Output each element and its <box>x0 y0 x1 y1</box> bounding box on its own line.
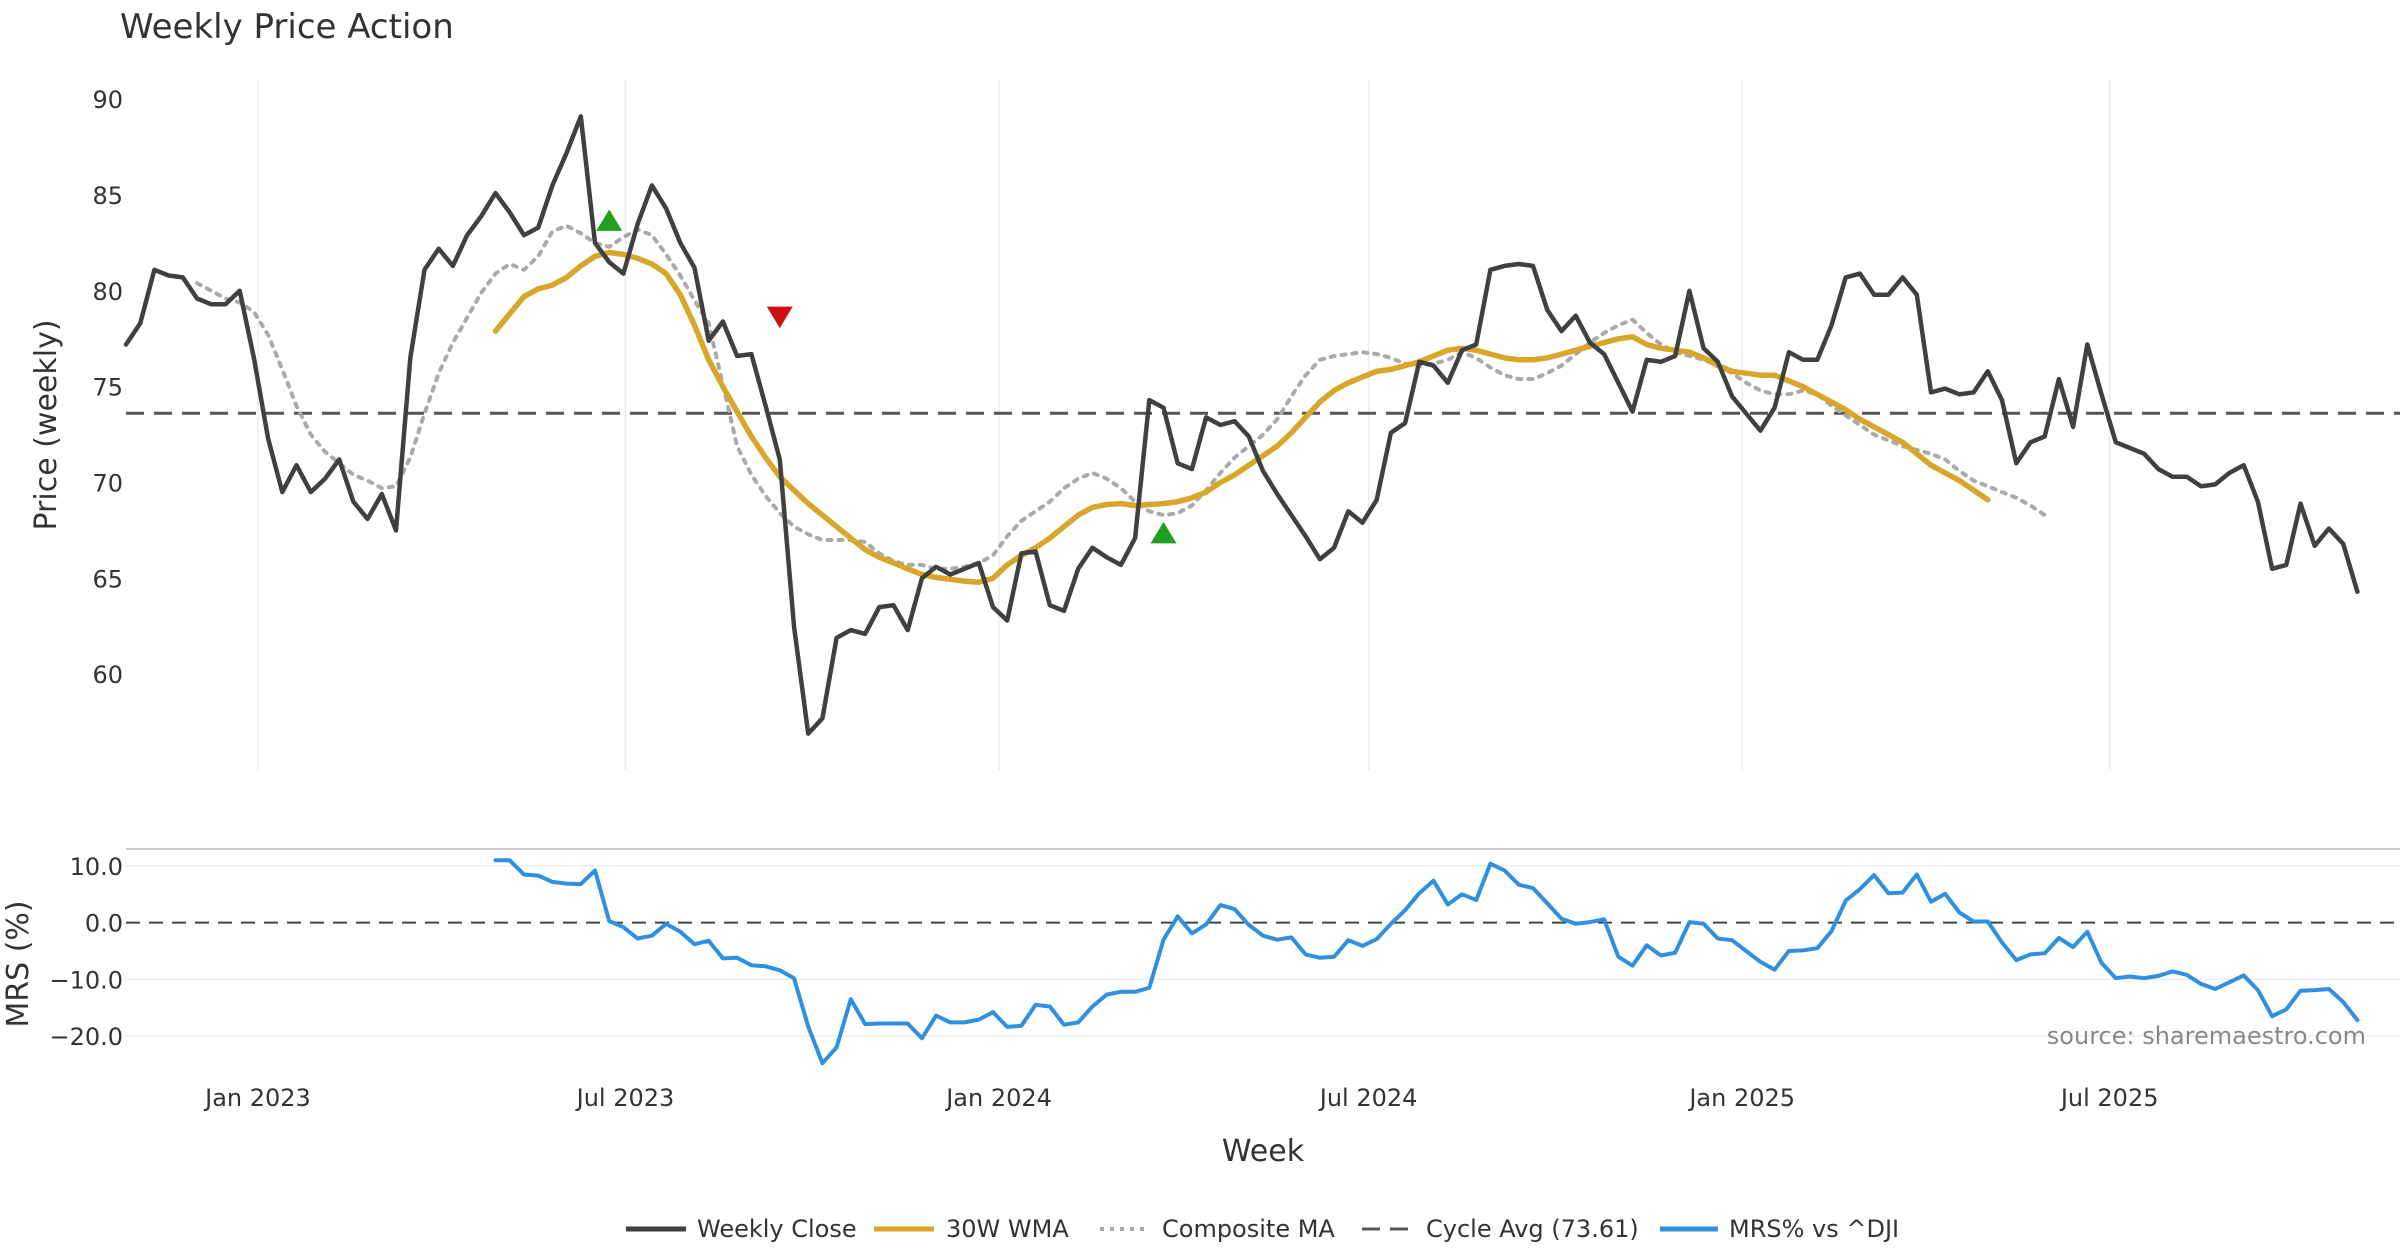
legend-label-cycle-avg: Cycle Avg (73.61) <box>1426 1215 1639 1243</box>
x-tick-label: Jul 2024 <box>1318 1084 1418 1112</box>
buy-signal-marker <box>596 209 623 231</box>
price-y-tick-label: 90 <box>92 86 123 114</box>
legend-label-mrs: MRS% vs ^DJI <box>1729 1215 1899 1243</box>
mrs-y-axis-label: MRS (%) <box>1 900 36 1027</box>
sell-signal-marker <box>766 306 793 329</box>
legend-label-weekly-close: Weekly Close <box>697 1215 857 1243</box>
signal-markers <box>596 209 1177 544</box>
mrs-y-tick-label: 0.0 <box>85 910 123 938</box>
mrs-y-tick-label: −10.0 <box>49 966 123 994</box>
price-y-tick-label: 85 <box>92 182 123 210</box>
legend-label-composite-ma: Composite MA <box>1162 1215 1335 1243</box>
x-tick-label: Jan 2025 <box>1687 1084 1795 1112</box>
legend: Weekly Close 30W WMA Composite MA Cycle … <box>626 1215 1899 1243</box>
mrs-y-tick-label: 10.0 <box>70 853 123 881</box>
x-ticks: Jan 2023 Jul 2023 Jan 2024 Jul 2024 Jan 2025… <box>203 1084 2158 1112</box>
wma-30w-line <box>492 249 1991 585</box>
mrs-y-tick-label: −20.0 <box>49 1023 123 1051</box>
legend-label-30w-wma: 30W WMA <box>946 1215 1069 1243</box>
price-y-tick-label: 60 <box>92 661 123 689</box>
composite-ma-line <box>195 223 2047 571</box>
price-y-tick-label: 70 <box>92 470 123 498</box>
source-note: source: sharemaestro.com <box>2047 1022 2366 1050</box>
mrs-y-ticks: 10.0 0.0 −10.0 −20.0 <box>49 853 123 1051</box>
price-panel: 60 65 70 75 80 85 90 Price (weekly) <box>29 80 2400 770</box>
mrs-line <box>493 858 2360 1066</box>
mrs-grid <box>126 865 2400 1037</box>
weekly-close-line <box>123 114 2360 736</box>
x-tick-label: Jan 2023 <box>203 1084 311 1112</box>
x-axis-label: Week <box>1222 1134 1305 1169</box>
x-tick-label: Jul 2025 <box>2059 1084 2159 1112</box>
x-tick-label: Jan 2024 <box>944 1084 1052 1112</box>
price-y-ticks: 60 65 70 75 80 85 90 <box>92 86 123 689</box>
chart-title: Weekly Price Action <box>120 7 454 47</box>
buy-signal-marker <box>1150 521 1177 544</box>
x-tick-label: Jul 2023 <box>575 1084 675 1112</box>
mrs-panel: 10.0 0.0 −10.0 −20.0 MRS (%) source: sharem… <box>1 848 2400 1066</box>
price-grid <box>257 80 2111 770</box>
price-y-tick-label: 80 <box>92 278 123 306</box>
price-y-tick-label: 65 <box>92 565 123 593</box>
price-y-tick-label: 75 <box>92 374 123 402</box>
price-y-axis-label: Price (weekly) <box>29 319 64 530</box>
